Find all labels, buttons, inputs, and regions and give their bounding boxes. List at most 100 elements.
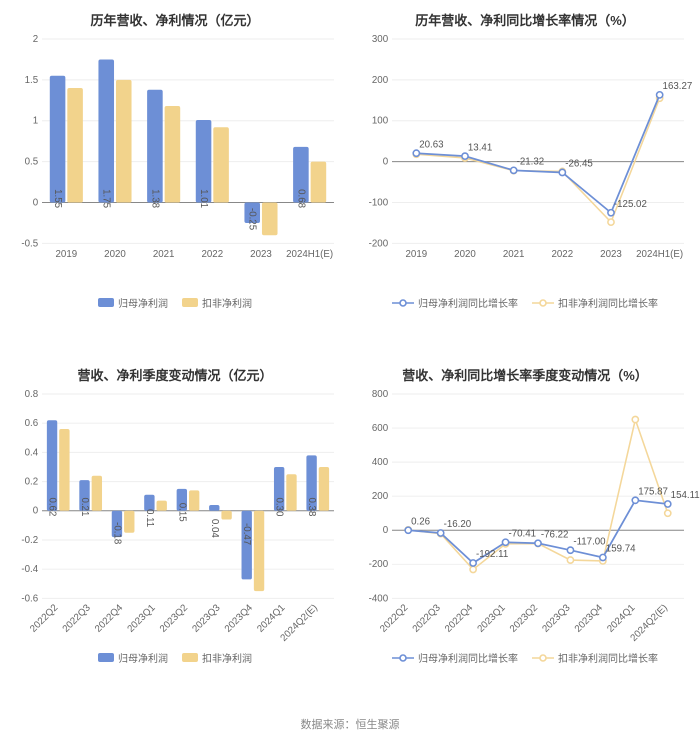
svg-text:159.74: 159.74 [606, 544, 636, 555]
legend-label: 归母净利润同比增长率 [418, 295, 518, 310]
svg-text:0.4: 0.4 [25, 447, 39, 458]
svg-text:2021: 2021 [153, 249, 175, 260]
svg-text:2023: 2023 [600, 249, 622, 260]
legend-item: 扣非净利润同比增长率 [532, 650, 658, 665]
legend-line-icon [532, 298, 554, 308]
svg-text:1.75: 1.75 [101, 189, 112, 208]
svg-text:2019: 2019 [56, 249, 78, 260]
legend-label: 归母净利润同比增长率 [418, 650, 518, 665]
svg-text:-16.20: -16.20 [444, 519, 472, 530]
svg-text:20.63: 20.63 [419, 139, 443, 150]
svg-text:-70.41: -70.41 [508, 528, 536, 539]
legend-item: 扣非净利润 [182, 295, 252, 310]
svg-text:0: 0 [33, 197, 39, 208]
legend-label: 扣非净利润 [202, 295, 252, 310]
svg-text:2021: 2021 [503, 249, 525, 260]
svg-text:-125.02: -125.02 [614, 199, 647, 210]
svg-text:2022Q2: 2022Q2 [28, 602, 60, 634]
legend-item: 扣非净利润同比增长率 [532, 295, 658, 310]
panel-quarterly-growth: 营收、净利同比增长率季度变动情况（%） -400-200020040060080… [350, 355, 700, 710]
svg-text:0.26: 0.26 [411, 516, 430, 527]
svg-text:0.38: 0.38 [306, 497, 317, 516]
svg-text:300: 300 [372, 34, 389, 45]
legend-line-icon [392, 298, 414, 308]
svg-text:-0.6: -0.6 [21, 593, 38, 604]
svg-text:200: 200 [372, 491, 389, 502]
svg-text:2020: 2020 [454, 249, 476, 260]
svg-text:2022: 2022 [202, 249, 224, 260]
panel-title: 历年营收、净利同比增长率情况（%） [358, 10, 692, 29]
panel-title: 营收、净利同比增长率季度变动情况（%） [358, 365, 692, 384]
svg-text:-0.25: -0.25 [247, 208, 258, 230]
svg-text:0.5: 0.5 [25, 157, 39, 168]
line-chart: -200-100010020030020.63201913.412020-21.… [392, 39, 684, 243]
svg-text:175.87: 175.87 [638, 486, 668, 497]
svg-text:-76.22: -76.22 [541, 529, 569, 540]
legend-label: 扣非净利润同比增长率 [558, 650, 658, 665]
svg-text:-0.4: -0.4 [21, 564, 38, 575]
svg-text:2024Q1: 2024Q1 [255, 602, 287, 634]
svg-text:-192.11: -192.11 [476, 549, 508, 560]
chart-area: -0.6-0.4-0.200.20.40.60.80.622022Q20.212… [8, 390, 342, 648]
legend-swatch [98, 653, 114, 662]
chart-area: -0.500.511.521.5520191.7520201.3820211.0… [8, 35, 342, 293]
svg-text:-0.5: -0.5 [21, 238, 38, 249]
svg-text:1.5: 1.5 [25, 75, 39, 86]
svg-text:2023Q1: 2023Q1 [475, 602, 507, 634]
svg-text:-0.2: -0.2 [21, 535, 38, 546]
svg-text:0.6: 0.6 [25, 418, 39, 429]
svg-text:-26.45: -26.45 [565, 159, 593, 170]
svg-text:2022: 2022 [552, 249, 574, 260]
legend-item: 归母净利润 [98, 295, 168, 310]
svg-text:1.55: 1.55 [52, 189, 63, 208]
svg-text:13.41: 13.41 [468, 142, 492, 153]
legend-label: 扣非净利润同比增长率 [558, 295, 658, 310]
svg-text:2022Q2: 2022Q2 [378, 602, 410, 634]
svg-text:2024H1(E): 2024H1(E) [286, 249, 333, 260]
legend-item: 归母净利润同比增长率 [392, 650, 518, 665]
svg-text:2024H1(E): 2024H1(E) [636, 249, 683, 260]
legend: 归母净利润同比增长率 扣非净利润同比增长率 [358, 650, 692, 665]
svg-text:600: 600 [372, 423, 389, 434]
svg-text:-100: -100 [369, 197, 389, 208]
svg-text:0.11: 0.11 [144, 509, 155, 527]
svg-text:2022Q3: 2022Q3 [61, 602, 93, 634]
svg-text:1: 1 [33, 116, 38, 127]
svg-text:0.30: 0.30 [274, 497, 285, 517]
svg-text:163.27: 163.27 [663, 81, 693, 92]
svg-text:0.62: 0.62 [47, 497, 58, 516]
svg-text:-200: -200 [369, 559, 389, 570]
legend-swatch [182, 298, 198, 307]
svg-text:-400: -400 [369, 593, 389, 604]
legend-item: 扣非净利润 [182, 650, 252, 665]
svg-text:2024Q1: 2024Q1 [605, 602, 637, 634]
svg-text:800: 800 [372, 389, 389, 400]
data-source-footer: 数据来源：恒生聚源 [0, 710, 700, 740]
svg-text:2: 2 [33, 34, 38, 45]
legend-label: 扣非净利润 [202, 650, 252, 665]
svg-text:2023: 2023 [250, 249, 272, 260]
svg-text:0.8: 0.8 [25, 389, 39, 400]
svg-text:2022Q3: 2022Q3 [411, 602, 443, 634]
legend: 归母净利润同比增长率 扣非净利润同比增长率 [358, 295, 692, 310]
legend-label: 归母净利润 [118, 650, 168, 665]
legend: 归母净利润 扣非净利润 [8, 295, 342, 310]
svg-text:2022Q4: 2022Q4 [443, 602, 476, 635]
svg-text:0.2: 0.2 [25, 477, 39, 488]
svg-text:-200: -200 [369, 238, 389, 249]
svg-text:0.21: 0.21 [79, 497, 90, 516]
svg-text:0: 0 [383, 157, 389, 168]
svg-text:2023Q1: 2023Q1 [125, 602, 157, 634]
panel-quarterly-profit: 营收、净利季度变动情况（亿元） -0.6-0.4-0.200.20.40.60.… [0, 355, 350, 710]
legend-line-icon [392, 653, 414, 663]
panel-title: 历年营收、净利情况（亿元） [8, 10, 342, 29]
legend-swatch [182, 653, 198, 662]
svg-text:2020: 2020 [104, 249, 126, 260]
svg-text:-0.47: -0.47 [241, 523, 252, 545]
panel-title: 营收、净利季度变动情况（亿元） [8, 365, 342, 384]
svg-text:2023Q2: 2023Q2 [508, 602, 540, 634]
svg-text:200: 200 [372, 75, 389, 86]
bar-chart: -0.6-0.4-0.200.20.40.60.80.622022Q20.212… [42, 394, 334, 598]
svg-text:1.01: 1.01 [198, 189, 209, 208]
legend: 归母净利润 扣非净利润 [8, 650, 342, 665]
